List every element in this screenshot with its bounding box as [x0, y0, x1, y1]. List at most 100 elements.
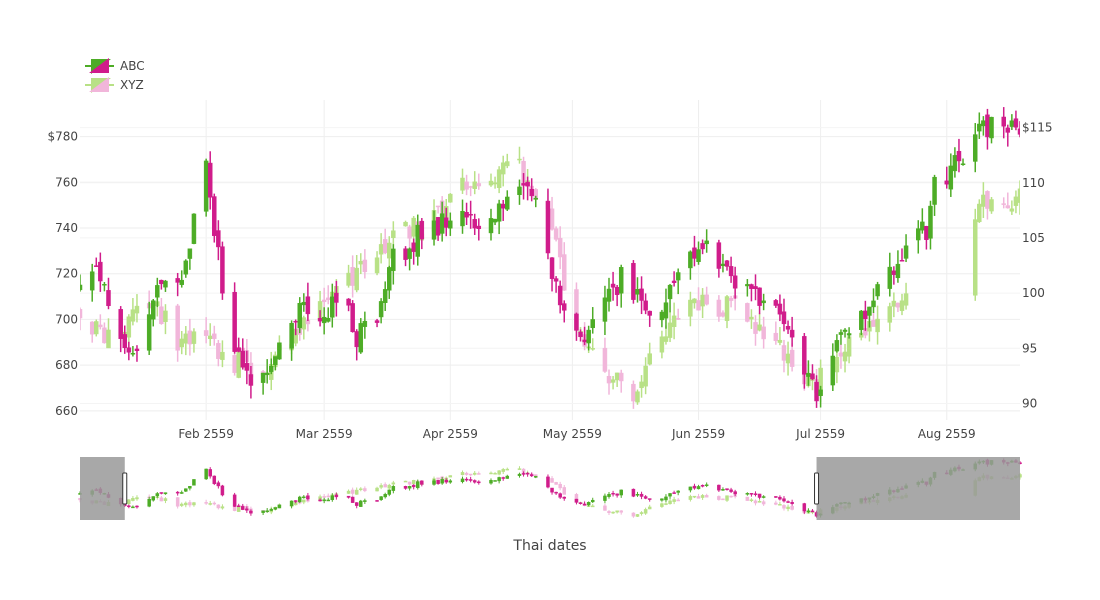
y-right-tick-label: 100 — [1022, 286, 1045, 300]
slider-candle-body-abc — [586, 502, 591, 506]
candle-body-abc — [643, 300, 648, 311]
slider-candle-body-abc — [444, 479, 448, 483]
candle-body-abc — [574, 313, 579, 331]
candle-body-abc — [468, 214, 473, 216]
candle-body-abc — [753, 286, 758, 289]
slider-candle-body-xyz — [774, 502, 778, 505]
slider-candle-body-xyz — [692, 495, 697, 498]
candle-body-abc — [704, 240, 709, 245]
y-axis-left-ticks: 660 680 700 720 740 760 $780 — [47, 130, 78, 418]
candle-body-abc — [842, 329, 848, 332]
candle-body-abc — [387, 267, 392, 291]
candle-body-xyz — [610, 379, 616, 383]
candle-body-xyz — [435, 205, 441, 208]
candle-body-abc — [960, 163, 966, 166]
candle-body-xyz — [175, 305, 180, 351]
slider-candle-body-abc — [330, 495, 335, 501]
candle-body-abc — [191, 213, 197, 244]
candle-body-abc — [269, 366, 274, 372]
candle-body-xyz — [472, 181, 477, 189]
candle-body-xyz — [354, 267, 359, 291]
candle-body-xyz — [671, 315, 677, 328]
candle-body-abc — [529, 188, 534, 197]
candle-body-abc — [688, 251, 693, 269]
candle-body-xyz — [647, 353, 652, 365]
candle-body-abc — [977, 123, 982, 132]
slider-candle-body-abc — [468, 479, 473, 481]
candle-body-xyz — [102, 327, 107, 344]
candle-body-abc — [203, 160, 209, 212]
legend-item-xyz: XYZ — [85, 77, 144, 93]
candle-body-xyz — [191, 331, 197, 344]
candle-body-abc — [1013, 118, 1019, 128]
slider-candle-body-abc — [578, 502, 583, 504]
slider-candle-body-abc — [293, 500, 298, 502]
candle-body-xyz — [89, 321, 95, 335]
slider-candle-body-xyz — [782, 505, 786, 509]
candle-body-abc — [891, 270, 897, 275]
candle-body-xyz — [517, 158, 522, 161]
candle-body-abc — [374, 320, 380, 323]
slider-candle-body-xyz — [131, 498, 135, 501]
range-slider-handle-right[interactable] — [814, 472, 820, 505]
candle-body-abc — [305, 296, 311, 315]
candle-body-abc — [448, 220, 453, 229]
slider-candle-body-abc — [151, 496, 155, 501]
slider-candle-body-xyz — [472, 472, 477, 475]
slider-candle-body-xyz — [700, 495, 705, 498]
legend: ABC XYZ — [85, 58, 145, 93]
candle-body-xyz — [1017, 188, 1020, 203]
slider-candle-body-abc — [558, 493, 562, 498]
slider-candle-body-abc — [696, 486, 701, 490]
slider-candle-body-abc — [554, 491, 558, 494]
candle-body-xyz — [374, 257, 380, 274]
candle-body-abc — [207, 162, 213, 198]
slider-candle-body-xyz — [464, 472, 469, 475]
slider-candle-body-abc — [534, 476, 538, 478]
slider-candle-body-xyz — [411, 480, 416, 485]
slider-candle-body-abc — [517, 473, 522, 476]
slider-candle-body-abc — [603, 495, 607, 501]
candle-body-abc — [407, 248, 412, 259]
candle-body-abc — [602, 297, 608, 322]
slider-candle-body-abc — [261, 510, 265, 513]
slider-candle-body-xyz — [672, 499, 676, 502]
slider-candle-body-abc — [318, 499, 322, 502]
candle-body-abc — [745, 284, 750, 287]
candle-body-abc — [671, 280, 677, 283]
candle-body-abc — [586, 329, 591, 344]
y-right-tick-label: $115 — [1022, 121, 1053, 135]
candle-body-abc — [419, 220, 425, 240]
slider-candle-body-abc — [232, 494, 237, 507]
slider-candle-body-xyz — [184, 502, 188, 506]
range-slider-mask-right — [816, 457, 1020, 520]
slider-candle-body-abc — [477, 481, 481, 484]
slider-candle-body-xyz — [188, 502, 192, 506]
candle-body-abc — [887, 266, 893, 289]
candle-body-abc — [403, 248, 408, 260]
candle-body-xyz — [1001, 203, 1006, 205]
slider-candle-body-xyz — [550, 478, 554, 483]
candle-body-abc — [362, 320, 368, 327]
range-slider[interactable] — [78, 457, 1022, 520]
slider-candle-body-xyz — [664, 503, 668, 505]
range-slider-handle-left[interactable] — [122, 472, 128, 505]
candle-body-abc — [932, 176, 937, 205]
slider-candle-body-abc — [306, 495, 310, 500]
candle-body-xyz — [378, 244, 384, 255]
slider-candle-body-xyz — [322, 496, 326, 498]
candle-body-xyz — [468, 186, 473, 188]
candle-body-abc — [659, 311, 665, 321]
slider-candle-body-xyz — [607, 511, 611, 513]
candle-body-abc — [317, 318, 323, 322]
slider-candle-body-xyz — [489, 472, 493, 475]
candle-body-xyz — [448, 193, 453, 203]
candle-body-abc — [785, 325, 791, 330]
candle-body-abc — [578, 331, 583, 338]
slider-candle-body-xyz — [403, 480, 408, 483]
candle-body-abc — [838, 332, 844, 335]
candle-body-abc — [183, 260, 189, 275]
slider-candle-body-xyz — [721, 498, 725, 501]
candle-body-abc — [431, 220, 437, 240]
candle-body-xyz — [163, 310, 168, 322]
